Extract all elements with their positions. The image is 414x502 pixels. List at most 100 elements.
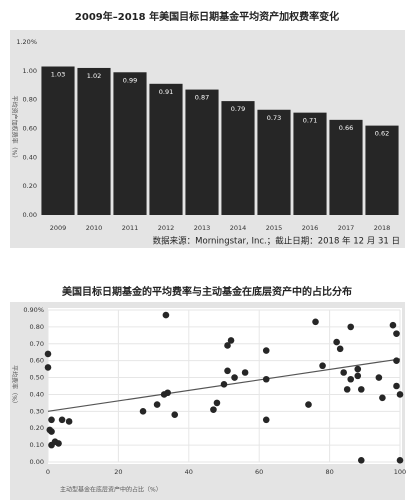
x-tick-label: 2017	[338, 224, 355, 232]
y-tick-label: 0.50	[30, 374, 44, 382]
point	[171, 411, 179, 419]
y-tick-label: 1.20%	[16, 38, 37, 46]
point	[347, 323, 355, 331]
x-tick-label: 20	[114, 468, 122, 476]
bar	[221, 101, 255, 215]
point	[55, 440, 62, 447]
value-label: 0.73	[267, 114, 281, 122]
point	[220, 381, 228, 388]
value-label: 0.62	[375, 130, 389, 138]
bar	[185, 89, 219, 215]
point	[262, 347, 270, 354]
x-tick-label: 2012	[158, 224, 175, 232]
point	[312, 318, 319, 326]
point	[262, 375, 270, 383]
value-label: 0.99	[123, 76, 137, 84]
point	[153, 401, 161, 408]
y-tick-label: 0.00	[23, 211, 37, 219]
x-tick-label: 2011	[122, 224, 139, 232]
point	[379, 394, 386, 402]
y-tick-label: 1.00	[23, 67, 37, 75]
point	[65, 418, 73, 425]
x-tick-label: 2010	[86, 224, 103, 232]
point	[393, 382, 400, 390]
point	[389, 321, 397, 329]
value-label: 0.66	[339, 124, 353, 132]
point	[340, 369, 347, 376]
point	[357, 386, 365, 393]
bar	[293, 112, 327, 215]
point	[347, 375, 355, 383]
point	[375, 374, 383, 381]
bar	[365, 125, 399, 215]
x-tick-label: 100	[394, 468, 406, 476]
y-tick-label: 0.80	[23, 96, 37, 104]
value-label: 0.79	[231, 105, 245, 113]
value-label: 0.87	[195, 94, 209, 102]
y-tick-label: 0.90%	[23, 306, 44, 314]
point	[336, 345, 344, 353]
bar	[41, 66, 75, 215]
bar	[77, 67, 111, 215]
point	[210, 406, 217, 413]
point	[262, 416, 270, 424]
y-axis-label: 平均资产加权费率（%）	[11, 96, 19, 162]
point	[343, 386, 351, 393]
point	[58, 416, 66, 424]
y-tick-label: 0.20	[30, 424, 44, 432]
point	[357, 457, 365, 464]
y-axis-label: 平均费率（%）	[11, 365, 19, 407]
bar	[257, 109, 291, 215]
x-tick-label: 60	[255, 468, 263, 476]
y-tick-label: 0.30	[30, 407, 44, 415]
y-tick-label: 0.00	[30, 458, 44, 466]
point	[319, 362, 326, 370]
bar	[329, 119, 363, 215]
point	[227, 337, 235, 344]
point	[333, 338, 340, 346]
point	[396, 457, 404, 464]
y-tick-label: 0.70	[30, 340, 44, 348]
y-tick-label: 0.20	[23, 182, 37, 190]
y-tick-label: 0.60	[30, 357, 44, 365]
point	[48, 428, 55, 435]
value-label: 0.91	[159, 88, 173, 96]
point	[48, 441, 55, 449]
x-tick-label: 80	[325, 468, 333, 476]
x-axis-label: 主动型基金在底层资产中的占比（%）	[60, 486, 162, 494]
value-label: 1.02	[87, 72, 101, 80]
y-tick-label: 0.40	[23, 153, 37, 161]
x-tick-label: 40	[185, 468, 193, 476]
x-tick-label: 2009	[50, 224, 67, 232]
y-tick-label: 0.80	[30, 323, 44, 331]
value-label: 0.71	[303, 117, 317, 125]
point	[241, 369, 249, 376]
bar	[113, 72, 147, 216]
point	[48, 416, 55, 424]
point	[44, 350, 52, 358]
value-label: 1.03	[51, 71, 65, 79]
y-tick-label: 0.40	[30, 390, 44, 398]
point	[305, 401, 312, 408]
point	[393, 357, 400, 364]
chart-title: 2009年–2018 年美国目标日期基金平均资产加权费率变化	[75, 10, 339, 23]
x-tick-label: 0	[46, 468, 50, 476]
source-note: 数据来源：Morningstar, Inc.；截止日期：2018 年 12 月 …	[153, 236, 400, 247]
chart-title: 美国目标日期基金的平均费率与主动基金在底层资产中的占比分布	[62, 285, 352, 298]
point	[213, 399, 221, 407]
bar	[149, 83, 183, 215]
point	[393, 330, 400, 337]
x-tick-label: 2013	[194, 224, 211, 232]
y-tick-label: 0.60	[23, 125, 37, 133]
y-tick-label: 0.10	[30, 441, 44, 449]
point	[231, 374, 238, 381]
point	[164, 389, 171, 397]
point	[354, 372, 362, 380]
point	[224, 367, 231, 375]
point	[396, 391, 404, 398]
x-tick-label: 2016	[302, 224, 319, 232]
x-tick-label: 2015	[266, 224, 283, 232]
x-tick-label: 2014	[230, 224, 247, 232]
point	[162, 311, 170, 319]
